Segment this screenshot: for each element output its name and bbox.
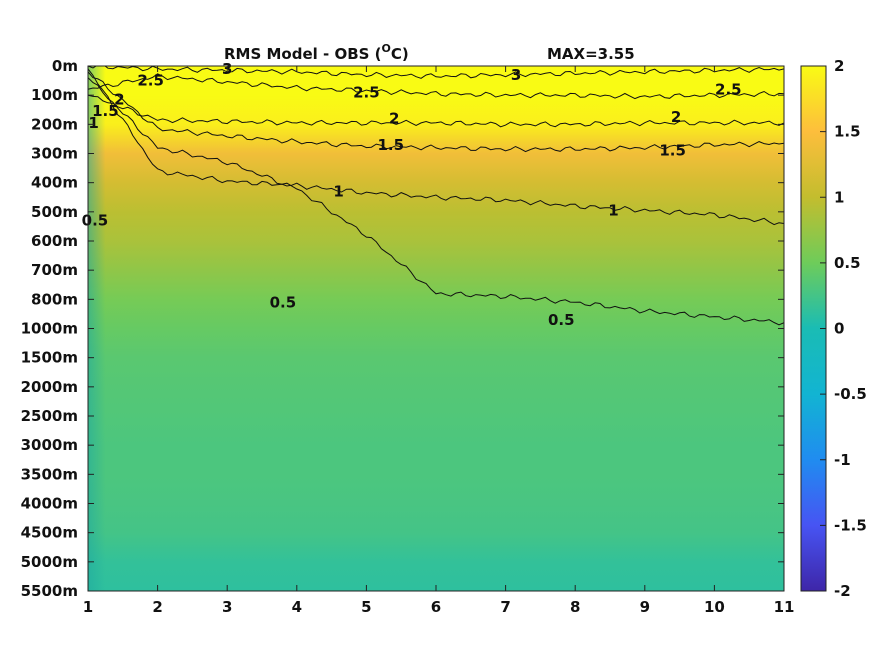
contour-line-1.5: [88, 71, 784, 153]
y-tick-label: 400m: [31, 174, 78, 192]
y-tick-label: 3500m: [21, 465, 78, 483]
y-tick-label: 4500m: [21, 524, 78, 542]
contour-label: 2.5: [137, 72, 164, 90]
contour-line-3: [88, 66, 784, 79]
y-tick-label: 5000m: [21, 553, 78, 571]
colorbar-tick-label: 0: [834, 320, 844, 338]
colorbar-tick-label: -1: [834, 451, 851, 469]
y-tick-label: 3000m: [21, 436, 78, 454]
y-tick-label: 100m: [31, 86, 78, 104]
y-tick-label: 1500m: [21, 349, 78, 367]
contour-label: 1: [88, 114, 98, 132]
y-tick-label: 600m: [31, 232, 78, 250]
colorbar-ticks: 2 1.5 1 0.5 0 -0.5 -1 -1.5 -2: [820, 57, 867, 600]
contour-line-1: [88, 68, 784, 226]
contour-label: 1.5: [377, 136, 404, 154]
contour-label: 2.5: [715, 80, 742, 98]
y-tick-label: 2000m: [21, 378, 78, 396]
contour-label: 2: [114, 91, 124, 109]
contour-label: 2: [389, 110, 399, 128]
contour-label: 0.5: [82, 212, 109, 230]
contour-line-2: [88, 94, 784, 128]
y-tick-label: 300m: [31, 145, 78, 163]
x-tick-label: 3: [222, 598, 232, 616]
contour-label: 0.5: [548, 311, 575, 329]
y-tick-label: 700m: [31, 261, 78, 279]
contour-label: 1.5: [659, 142, 686, 160]
x-tick-label: 5: [361, 598, 371, 616]
colorbar-tick-label: -1.5: [834, 516, 867, 534]
x-tick-label: 8: [570, 598, 580, 616]
colorbar-tick-label: 1.5: [834, 123, 861, 141]
heatmap-left-edge: [88, 66, 784, 591]
contour-label: 1: [333, 182, 343, 200]
x-tick-label: 7: [500, 598, 510, 616]
contour-label: 3: [511, 66, 521, 84]
x-tick-label: 6: [431, 598, 441, 616]
x-tick-label: 4: [292, 598, 302, 616]
y-tick-label: 5500m: [21, 582, 78, 600]
contour-label: 1: [608, 201, 618, 219]
y-axis: 0m 100m 200m 300m 400m 500m 600m 700m 800m 1000m 1…: [21, 57, 784, 600]
colorbar-tick-label: -0.5: [834, 385, 867, 403]
colorbar-tick-label: -2: [834, 582, 851, 600]
max-label: MAX=3.55: [547, 45, 635, 63]
colorbar-tick-label: 1: [834, 188, 844, 206]
x-tick-label: 2: [152, 598, 162, 616]
colorbar-tick-label: 2: [834, 57, 844, 75]
contour-label: 2.5: [353, 83, 380, 101]
contour-line-0.5: [88, 77, 784, 326]
colorbar-tick-label: 0.5: [834, 254, 861, 272]
x-tick-label: 11: [774, 598, 795, 616]
contour-label: 2: [671, 108, 681, 126]
contour-label: 0.5: [270, 293, 297, 311]
y-tick-label: 500m: [31, 203, 78, 221]
x-tick-label: 9: [640, 598, 650, 616]
y-tick-label: 4000m: [21, 495, 78, 513]
x-tick-label: 10: [704, 598, 725, 616]
y-tick-label: 800m: [31, 290, 78, 308]
y-tick-label: 0m: [52, 57, 78, 75]
contour-lines: [88, 66, 784, 326]
x-tick-label: 1: [83, 598, 93, 616]
colorbar: 2 1.5 1 0.5 0 -0.5 -1 -1.5 -2: [800, 57, 867, 600]
y-tick-label: 2500m: [21, 407, 78, 425]
y-tick-label: 200m: [31, 115, 78, 133]
contour-line-2.5: [88, 73, 784, 100]
contour-label: 1.5: [92, 102, 119, 120]
y-tick-label: 1000m: [21, 320, 78, 338]
chart-title: RMS Model - OBS (OC): [224, 42, 409, 63]
x-axis: 1 2 3 4 5 6 7 8 9 10 11: [83, 66, 795, 616]
